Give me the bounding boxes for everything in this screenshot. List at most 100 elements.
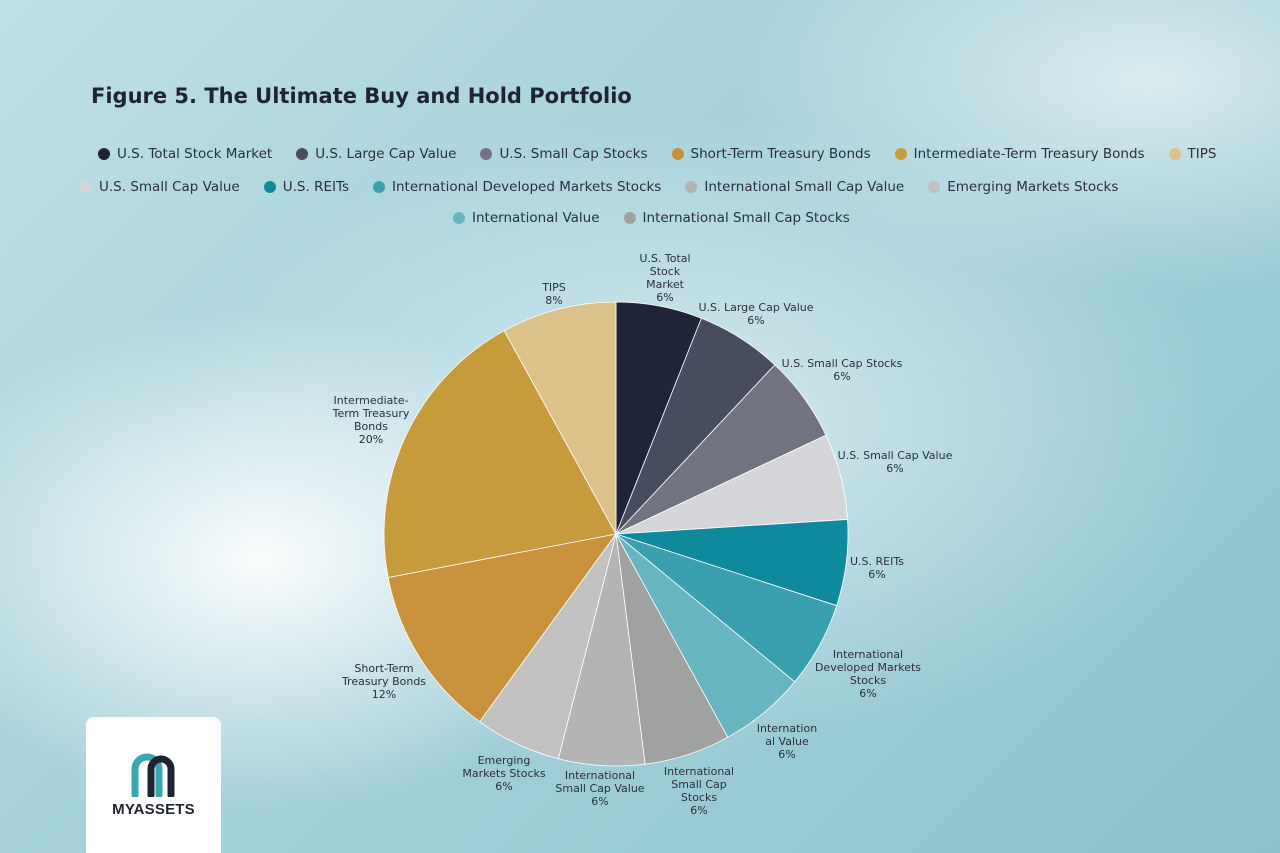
legend-label: International Value <box>472 210 600 226</box>
legend-swatch <box>98 148 110 160</box>
legend-swatch <box>623 212 636 224</box>
slice-label-line: 6% <box>859 687 876 700</box>
legend-label: International Developed Markets Stocks <box>392 179 662 195</box>
slice-label-line: U.S. Small Cap Value <box>838 449 953 462</box>
legend-item: Emerging Markets Stocks <box>928 179 1118 195</box>
slice-label-line: U.S. REITs <box>850 555 904 568</box>
slice-label: Intermediate-Term Treasury Bonds 20% <box>332 394 410 446</box>
slice-label-line: 6% <box>495 780 512 793</box>
slice-label: Internation al Value 6% <box>757 722 817 761</box>
legend-item: TIPS <box>1168 146 1217 162</box>
legend-swatch <box>453 212 465 224</box>
slice-label-line: Treasury Bonds <box>341 675 426 688</box>
pie-slice <box>383 330 617 578</box>
pie-slice <box>503 301 617 535</box>
legend-row: U.S. Small Cap Value U.S. REITs Internatio… <box>80 179 1118 195</box>
slice-label: Emerging Markets Stocks 6% <box>462 754 545 793</box>
legend-item: International Small Cap Stocks <box>623 210 850 226</box>
slice-label-line: Developed Markets <box>815 661 921 674</box>
slice-label: U.S. Small Cap Value 6% <box>838 449 953 475</box>
slice-label-line: al Value <box>765 735 809 748</box>
slice-label-line: Internation <box>757 722 817 735</box>
slice-label-line: Short-Term <box>354 662 413 675</box>
slice-label-line: Stocks <box>681 791 717 804</box>
slice-label: International Small Cap Stocks 6% <box>664 765 734 817</box>
legend-item: Intermediate-Term Treasury Bonds <box>894 146 1145 162</box>
legend-item: International Value <box>453 210 600 226</box>
slice-label-line: 12% <box>372 688 396 701</box>
legend-swatch <box>480 148 493 160</box>
legend-item: U.S. Small Cap Stocks <box>480 146 648 162</box>
slice-label-line: Small Cap <box>671 778 726 791</box>
legend-label: Emerging Markets Stocks <box>947 179 1119 195</box>
legend-swatch <box>685 181 698 193</box>
slice-label-line: U.S. Small Cap Stocks <box>782 357 903 370</box>
slice-label-line: 6% <box>886 462 903 475</box>
slice-label-line: Intermediate- <box>334 394 409 407</box>
legend-row: U.S. Total Stock Market U.S. Large Cap Va… <box>98 146 1217 162</box>
legend-item: International Developed Markets Stocks <box>373 179 661 195</box>
slice-label-line: Bonds <box>354 420 388 433</box>
slice-label-line: Stocks <box>850 674 886 687</box>
slice-label: Short-Term Treasury Bonds 12% <box>341 662 426 701</box>
slice-label: International Small Cap Value 6% <box>555 769 644 808</box>
slice-label-line: 6% <box>591 795 608 808</box>
slice-label-line: 6% <box>656 291 673 304</box>
legend-item: International Small Cap Value <box>685 179 904 195</box>
slice-label-line: 6% <box>747 314 764 327</box>
slice-label: U.S. Total Stock Market 6% <box>639 252 690 304</box>
legend-row: International Value International Small C… <box>453 210 850 226</box>
slice-label-line: 6% <box>778 748 795 761</box>
legend-item: U.S. Small Cap Value <box>80 179 240 195</box>
legend-label: U.S. Large Cap Value <box>315 146 457 162</box>
legend-label: U.S. Small Cap Stocks <box>499 146 648 162</box>
legend-label: Short-Term Treasury Bonds <box>690 146 871 162</box>
slice-label-line: 6% <box>833 370 850 383</box>
legend-label: Intermediate-Term Treasury Bonds <box>913 146 1145 162</box>
legend-label: International Small Cap Stocks <box>642 210 850 226</box>
slice-label-line: Small Cap Value <box>555 782 644 795</box>
myassets-logo-icon <box>131 753 175 797</box>
slice-label-line: International <box>565 769 635 782</box>
slice-label-line: TIPS <box>541 281 566 294</box>
slice-label: International Developed Markets Stocks 6% <box>815 648 921 700</box>
slice-label: TIPS 8% <box>541 281 566 307</box>
slice-label-line: 20% <box>359 433 383 446</box>
legend-swatch <box>928 181 941 193</box>
slice-label-line: International <box>833 648 903 661</box>
slice-label-line: Markets Stocks <box>462 767 545 780</box>
slice-label-line: Emerging <box>478 754 531 767</box>
chart-title: Figure 5. The Ultimate Buy and Hold Port… <box>91 84 632 108</box>
legend-swatch <box>1168 148 1181 160</box>
slice-label-line: International <box>664 765 734 778</box>
legend-swatch <box>671 148 684 160</box>
slice-label-line: U.S. Total <box>639 252 690 265</box>
legend-swatch <box>373 181 386 193</box>
legend-label: U.S. Small Cap Value <box>99 179 240 195</box>
slice-label: U.S. Small Cap Stocks 6% <box>782 357 903 383</box>
slice-label-line: 6% <box>868 568 885 581</box>
slice-label: U.S. REITs 6% <box>850 555 904 581</box>
legend-label: International Small Cap Value <box>704 179 905 195</box>
pie-slice <box>387 533 617 723</box>
legend-item: Short-Term Treasury Bonds <box>671 146 871 162</box>
slice-label-line: 8% <box>545 294 562 307</box>
slice-label-line: 6% <box>690 804 707 817</box>
legend-label: U.S. Total Stock Market <box>117 146 273 162</box>
legend-item: U.S. Large Cap Value <box>296 146 456 162</box>
slice-label-line: Market <box>646 278 684 291</box>
slice-label-line: Stock <box>650 265 681 278</box>
slice-label-line: U.S. Large Cap Value <box>698 301 813 314</box>
legend-swatch <box>80 181 92 193</box>
legend-swatch <box>263 181 276 193</box>
legend-item: U.S. Total Stock Market <box>98 146 272 162</box>
legend-item: U.S. REITs <box>263 179 350 195</box>
slice-label-line: Term Treasury <box>332 407 410 420</box>
logo-text: MYASSETS <box>112 801 195 818</box>
legend-swatch <box>296 148 309 160</box>
logo-card: MYASSETS <box>86 717 221 853</box>
slice-label: U.S. Large Cap Value 6% <box>698 301 813 327</box>
legend-label: U.S. REITs <box>282 179 350 195</box>
legend-swatch <box>894 148 907 160</box>
